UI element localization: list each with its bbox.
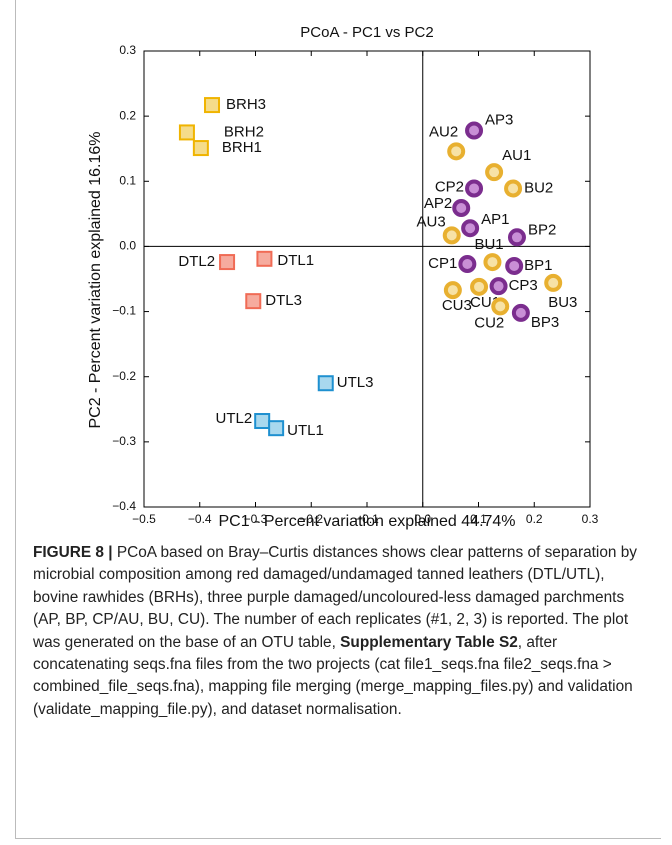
y-axis-label: PC2 - Percent variation explained 16.16%: [87, 131, 104, 428]
point-label: BU1: [474, 236, 503, 253]
point-label: DTL2: [178, 253, 215, 270]
caption-link[interactable]: Supplementary Table S2: [340, 633, 518, 651]
point: [505, 256, 524, 275]
point-label: UTL2: [216, 410, 253, 427]
point-label: CU2: [474, 314, 504, 331]
point: [465, 121, 484, 140]
point-label: BP3: [531, 314, 559, 331]
point-label: BP1: [524, 257, 552, 274]
point-label: BU3: [548, 294, 577, 311]
point: [452, 198, 471, 217]
caption-label: FIGURE 8 |: [33, 544, 113, 561]
point: [192, 140, 209, 157]
point: [491, 297, 510, 316]
chart-title: PCoA - PC1 vs PC2: [300, 24, 433, 41]
chart: PCoA - PC1 vs PC2 PC1 - Percent variatio…: [87, 24, 599, 530]
point-label: AP1: [481, 211, 509, 228]
y-tick-label: −0.4: [112, 499, 136, 513]
figure-frame: [15, 0, 661, 839]
x-tick-label: −0.2: [299, 512, 323, 526]
point: [485, 163, 504, 182]
point-label: BP2: [528, 221, 556, 238]
point: [507, 228, 526, 247]
point: [447, 142, 466, 161]
point: [219, 254, 236, 271]
y-tick-label: 0.1: [119, 173, 136, 187]
x-tick-label: 0.2: [526, 512, 543, 526]
point: [504, 179, 523, 198]
point-label: CP2: [435, 178, 464, 195]
x-tick-label: −0.1: [355, 512, 379, 526]
point: [458, 255, 477, 274]
y-tick-label: −0.3: [112, 434, 136, 448]
point: [483, 253, 502, 272]
point: [204, 97, 221, 114]
point-label: UTL1: [287, 422, 324, 439]
point: [178, 124, 195, 141]
x-tick-label: 0.0: [414, 512, 431, 526]
point-label: BRH1: [222, 139, 262, 156]
point: [544, 273, 563, 292]
caption-text: PCoA based on Bray–Curtis distances show…: [33, 544, 637, 651]
point-label: AU2: [429, 123, 458, 140]
x-tick-label: −0.5: [132, 512, 156, 526]
x-axis-label: PC1 - Percent variation explained 44.74%: [218, 513, 515, 530]
x-tick-label: 0.3: [582, 512, 599, 526]
point: [511, 303, 530, 322]
x-tick-label: −0.4: [188, 512, 212, 526]
point: [256, 250, 273, 267]
point-label: CP1: [428, 255, 457, 272]
x-tick-label: 0.1: [470, 512, 487, 526]
y-tick-label: 0.0: [119, 239, 136, 253]
point-label: DTL1: [277, 252, 314, 269]
point-label: DTL3: [265, 292, 302, 309]
point: [442, 226, 461, 245]
point: [245, 293, 262, 310]
point: [489, 277, 508, 296]
point-label: AP3: [485, 111, 513, 128]
y-tick-label: −0.2: [112, 369, 136, 383]
point: [461, 219, 480, 238]
point-label: BRH2: [224, 123, 264, 140]
point-label: UTL3: [337, 374, 374, 391]
point-label: BRH3: [226, 96, 266, 113]
y-tick-label: 0.2: [119, 108, 136, 122]
point-label: AU1: [502, 147, 531, 164]
point-label: AP2: [424, 195, 452, 212]
caption-text-end: , after concatenating seqs.fna files fro…: [33, 633, 633, 718]
y-tick-label: −0.1: [112, 304, 136, 318]
point-label: AU3: [417, 213, 446, 230]
point-label: CU3: [442, 297, 472, 314]
point: [465, 179, 484, 198]
point: [443, 281, 462, 300]
point: [317, 375, 334, 392]
caption: FIGURE 8 | PCoA based on Bray–Curtis dis…: [33, 542, 645, 721]
y-tick-label: 0.3: [119, 43, 136, 57]
x-tick-label: −0.3: [244, 512, 268, 526]
point-label: CP3: [509, 277, 538, 294]
point: [254, 413, 271, 430]
point: [268, 420, 285, 437]
point: [470, 277, 489, 296]
point-label: BU2: [524, 179, 553, 196]
